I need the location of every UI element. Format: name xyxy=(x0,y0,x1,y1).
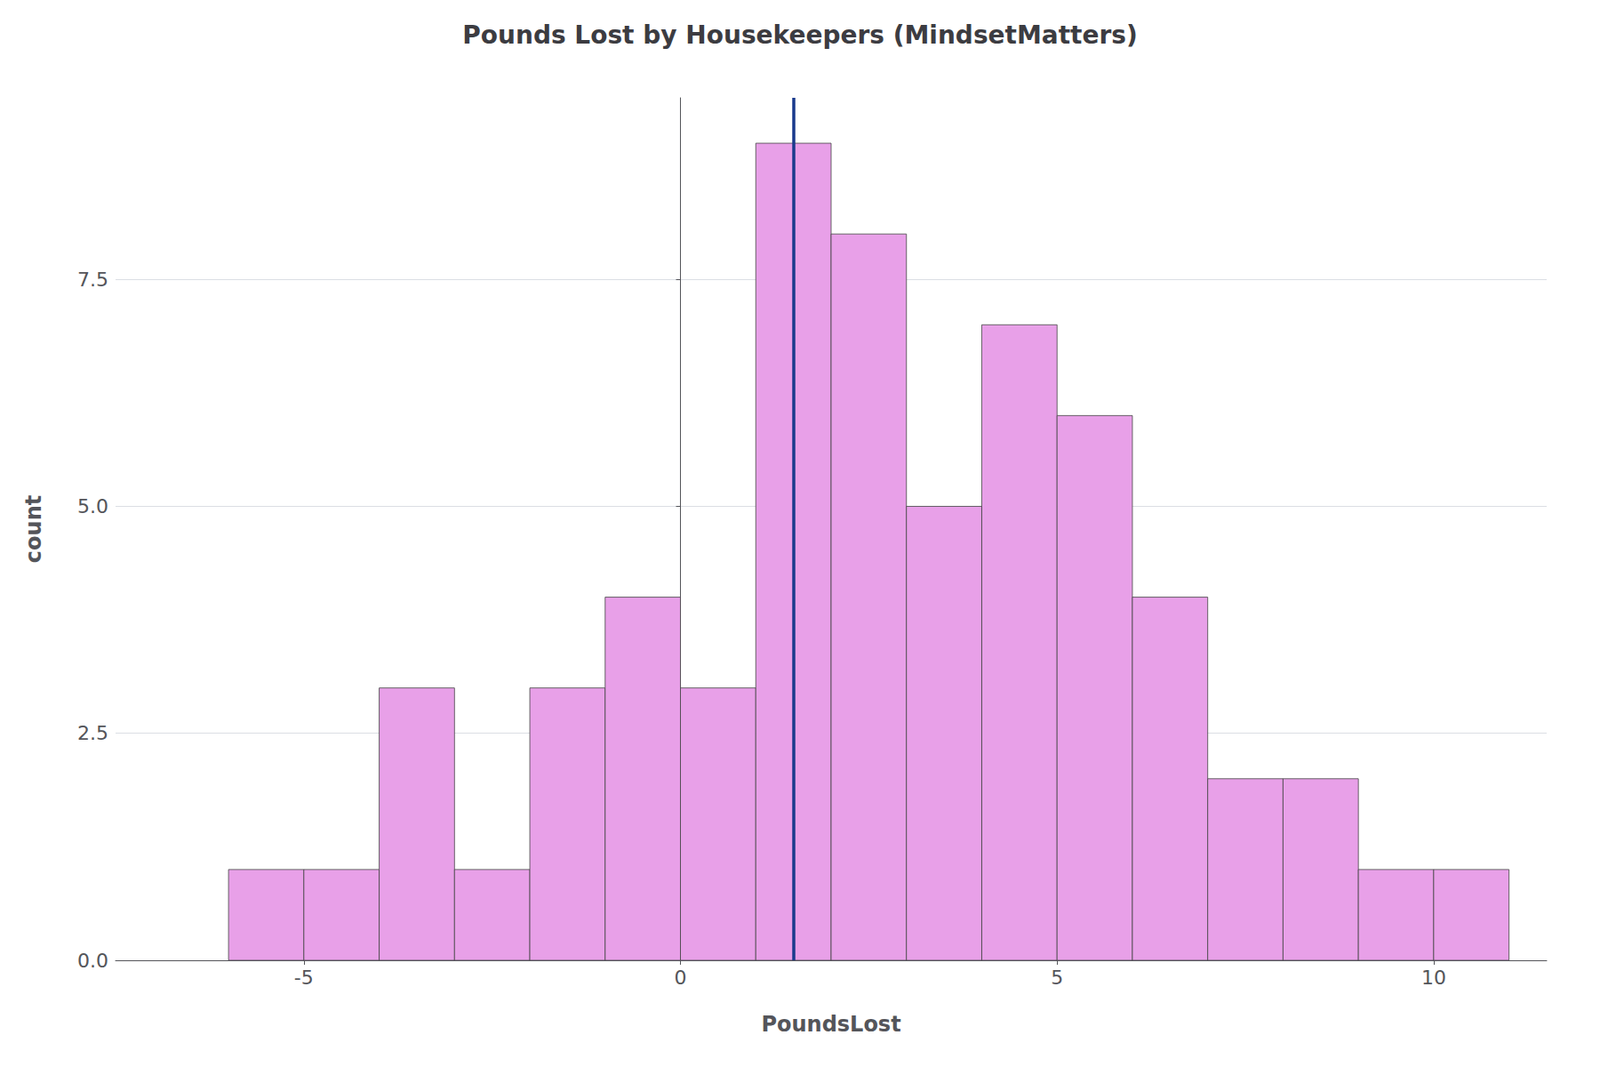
svg-text:5: 5 xyxy=(1050,966,1064,989)
svg-text:0.0: 0.0 xyxy=(77,949,109,972)
svg-text:0: 0 xyxy=(674,966,688,989)
svg-text:-5: -5 xyxy=(294,966,314,989)
svg-text:10: 10 xyxy=(1421,966,1447,989)
svg-text:count: count xyxy=(21,495,47,563)
svg-text:7.5: 7.5 xyxy=(77,268,109,291)
svg-text:PoundsLost: PoundsLost xyxy=(760,1011,901,1037)
svg-text:2.5: 2.5 xyxy=(77,721,109,744)
svg-text:5.0: 5.0 xyxy=(77,495,109,518)
svg-text:Pounds Lost by Housekeepers (M: Pounds Lost by Housekeepers (MindsetMatt… xyxy=(462,20,1137,50)
